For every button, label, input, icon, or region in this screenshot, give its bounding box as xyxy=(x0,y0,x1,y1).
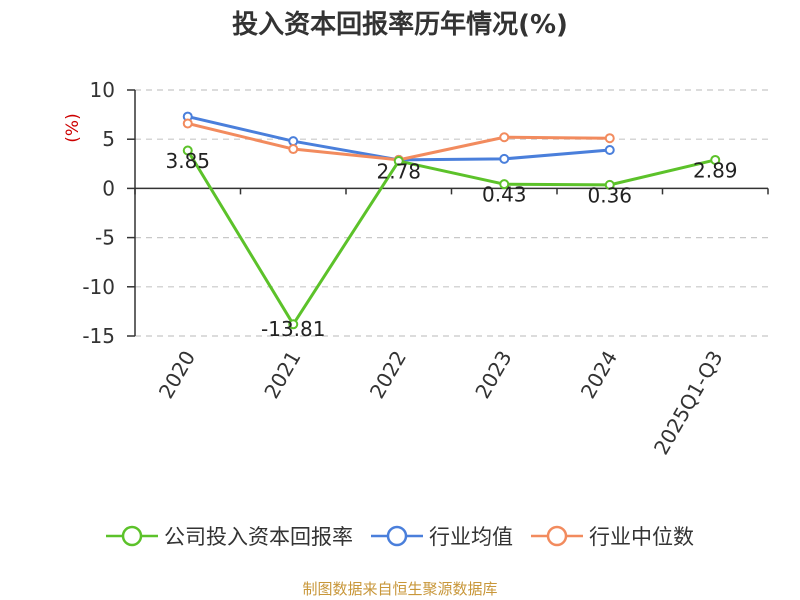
data-label: 0.36 xyxy=(587,183,632,207)
y-tick-label: -10 xyxy=(82,275,115,299)
legend-item-industry-mean[interactable]: 行业均值 xyxy=(371,521,513,551)
data-point xyxy=(604,145,615,156)
legend-marker-company xyxy=(106,525,158,547)
y-tick-label: 5 xyxy=(102,127,115,151)
data-point xyxy=(499,179,510,190)
data-point xyxy=(393,156,404,167)
x-tick-label: 2020 xyxy=(154,347,200,403)
data-point xyxy=(182,145,193,156)
data-point xyxy=(710,154,721,165)
data-label: 2.89 xyxy=(693,158,738,182)
legend-label-company: 公司投入资本回报率 xyxy=(164,525,353,549)
data-point xyxy=(182,118,193,129)
legend: 公司投入资本回报率 行业均值 行业中位数 xyxy=(0,520,800,552)
legend-label-industry-mean: 行业均值 xyxy=(429,525,513,549)
series-line xyxy=(186,149,716,326)
data-point xyxy=(288,136,299,147)
data-label: 0.43 xyxy=(482,183,527,207)
legend-item-company[interactable]: 公司投入资本回报率 xyxy=(106,521,353,551)
legend-label-industry-median: 行业中位数 xyxy=(589,525,694,549)
data-point xyxy=(499,132,510,143)
y-tick-label: -5 xyxy=(95,226,115,250)
x-tick-label: 2023 xyxy=(470,347,516,403)
data-point xyxy=(288,144,299,155)
data-label: 3.85 xyxy=(165,149,210,173)
x-tick-label: 2022 xyxy=(365,347,411,403)
data-point xyxy=(499,153,510,164)
y-tick-label: -15 xyxy=(82,324,115,348)
y-tick-label: 0 xyxy=(102,176,115,200)
x-tick-label: 2021 xyxy=(259,347,305,403)
data-point xyxy=(288,319,299,330)
y-tick-label: 10 xyxy=(90,78,115,102)
data-point xyxy=(604,179,615,190)
x-tick-label: 2024 xyxy=(576,347,622,403)
data-point xyxy=(604,133,615,144)
x-tick-label: 2025Q1-Q3 xyxy=(649,347,728,459)
legend-item-industry-median[interactable]: 行业中位数 xyxy=(531,521,694,551)
legend-marker-industry-mean xyxy=(371,525,423,547)
data-label: 2.78 xyxy=(376,160,421,184)
chart-title: 投入资本回报率历年情况(%) xyxy=(232,10,568,40)
line-chart: 10 5 0 -5 -10 -15 (%) 2020 2021 2022 2023 2024 2025Q… xyxy=(63,78,769,459)
data-label: -13.81 xyxy=(261,317,325,341)
legend-marker-industry-median xyxy=(531,525,583,547)
data-source-note: 制图数据来自恒生聚源数据库 xyxy=(302,580,498,598)
y-axis-label: (%) xyxy=(63,113,83,142)
